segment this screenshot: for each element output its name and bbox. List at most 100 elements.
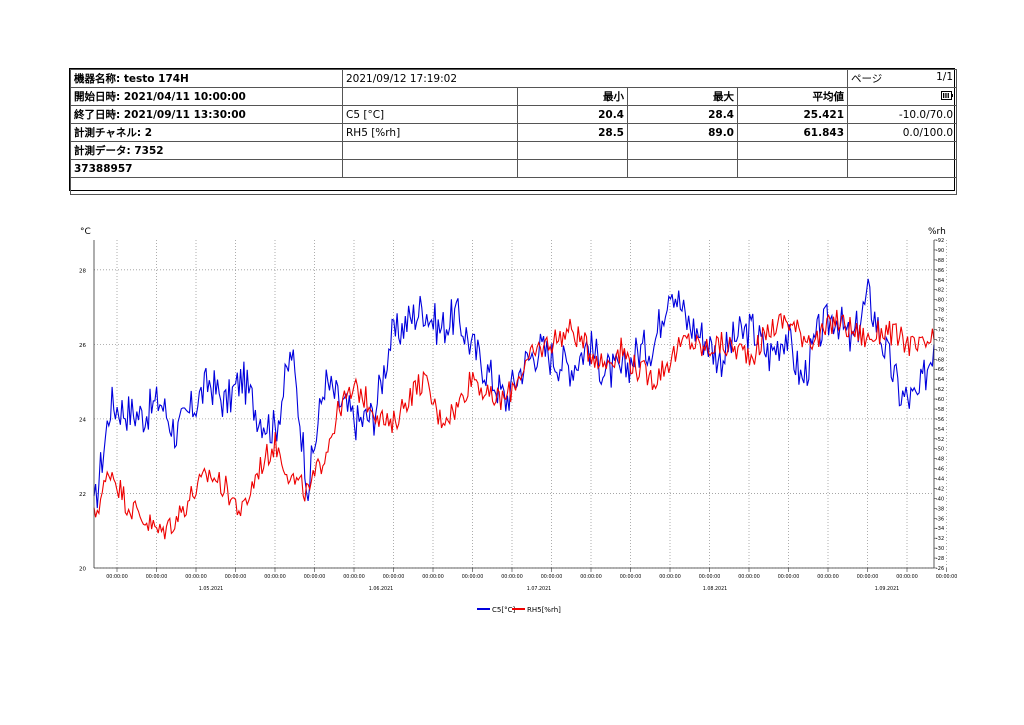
y-right-tick-label: -74 bbox=[936, 327, 944, 333]
x-tick-label: 00:00:00 bbox=[620, 574, 642, 580]
y-right-tick-label: -60 bbox=[936, 397, 944, 403]
y-right-tick-label: -32 bbox=[936, 536, 944, 542]
y-axis-right-label: %rh bbox=[928, 227, 946, 237]
x-tick-label: 00:00:00 bbox=[264, 574, 286, 580]
record-count: 計測データ: 7352 bbox=[70, 141, 343, 160]
y-right-tick-label: -30 bbox=[936, 546, 944, 552]
y-right-tick-label: -80 bbox=[936, 298, 944, 304]
channel-count: 計測チャネル: 2 bbox=[70, 123, 343, 142]
ch1-avg: 25.421 bbox=[736, 105, 849, 124]
y-right-tick-label: -86 bbox=[936, 268, 944, 274]
y-right-tick-label: -52 bbox=[936, 437, 944, 443]
y-right-tick-label: -76 bbox=[936, 318, 944, 324]
y-left-tick-label: 20 bbox=[79, 567, 86, 573]
x-tick-label: 00:00:00 bbox=[422, 574, 444, 580]
x-tick-label: 00:00:00 bbox=[580, 574, 602, 580]
x-tick-label: 00:00:00 bbox=[185, 574, 207, 580]
y-right-tick-label: -26 bbox=[936, 566, 944, 572]
dual-axis-line-chart: °C %rh 20 22 24 26 28 -26 -28 -30 -32 -34 -36 -38 -4… bbox=[79, 227, 957, 614]
x-tick-label: 00:00:00 bbox=[541, 574, 563, 580]
y-right-tick-label: -38 bbox=[936, 506, 944, 512]
y-right-tick-label: -48 bbox=[936, 457, 944, 463]
y-right-tick-label: -84 bbox=[936, 278, 944, 284]
x-tick-label: 00:00:00 bbox=[462, 574, 484, 580]
chart-grid bbox=[94, 240, 947, 569]
start-time: 開始日時: 2021/04/11 10:00:00 bbox=[70, 87, 343, 106]
serial-number: 37388957 bbox=[70, 159, 343, 178]
x-tick-label: 00:00:00 bbox=[817, 574, 839, 580]
x-tick-label: 00:00:00 bbox=[738, 574, 760, 580]
y-right-tick-label: -42 bbox=[936, 486, 944, 492]
y-right-tick-label: -34 bbox=[936, 526, 944, 532]
print-timestamp: 2021/09/12 17:19:02 bbox=[341, 69, 849, 88]
avg-header: 平均値 bbox=[736, 87, 849, 106]
ch1-range: -10.0/70.0 bbox=[847, 105, 958, 124]
x-tick-label: 00:00:00 bbox=[343, 574, 365, 580]
channel-name-header bbox=[342, 87, 518, 106]
report-header-table: 機器名称: testo 174H 2021/09/12 17:19:02 ページ… bbox=[69, 68, 958, 195]
min-header: 最小 bbox=[517, 87, 628, 106]
y-right-tick-label: -40 bbox=[936, 496, 944, 502]
page-indicator: ページ 1/1 bbox=[847, 69, 958, 88]
x-tick-label: 00:00:00 bbox=[225, 574, 247, 580]
y-right-tick-label: -68 bbox=[936, 357, 944, 363]
ch2-max: 89.0 bbox=[627, 123, 738, 142]
y-right-tick-label: -28 bbox=[936, 556, 944, 562]
y-left-tick-label: 26 bbox=[79, 343, 86, 349]
y-right-tick-label: -72 bbox=[936, 337, 944, 343]
ch1-name: C5 [°C] bbox=[342, 105, 518, 124]
y-right-tick-label: -54 bbox=[936, 427, 944, 433]
end-time: 終了日時: 2021/09/11 13:30:00 bbox=[70, 105, 343, 124]
y-right-tick-label: -64 bbox=[936, 377, 944, 383]
x-tick-label: 00:00:00 bbox=[146, 574, 168, 580]
x-date-label: 1.05.2021 bbox=[199, 586, 223, 592]
y-left-tick-label: 28 bbox=[79, 268, 86, 274]
y-left-tick-label: 22 bbox=[79, 492, 86, 498]
x-tick-label: 00:00:00 bbox=[659, 574, 681, 580]
ch2-range: 0.0/100.0 bbox=[847, 123, 958, 142]
y-right-tick-label: -46 bbox=[936, 467, 944, 473]
chart-legend: C5[°C] RH5[%rh] bbox=[477, 606, 561, 614]
y-right-tick-label: -50 bbox=[936, 447, 944, 453]
y-right-tick-label: -78 bbox=[936, 308, 944, 314]
y-right-tick-label: -82 bbox=[936, 288, 944, 294]
chart-axes: 20 22 24 26 28 -26 -28 -30 -32 -34 -36 -38 -40 -42 -44… bbox=[79, 238, 957, 592]
y-right-tick-label: -92 bbox=[936, 238, 944, 244]
x-tick-label: 00:00:00 bbox=[106, 574, 128, 580]
y-right-tick-label: -70 bbox=[936, 347, 944, 353]
ch2-min: 28.5 bbox=[517, 123, 628, 142]
x-tick-label: 00:00:00 bbox=[936, 574, 958, 580]
x-date-label: 1.07.2021 bbox=[527, 586, 551, 592]
x-tick-label: 00:00:00 bbox=[383, 574, 405, 580]
ch1-max: 28.4 bbox=[627, 105, 738, 124]
x-tick-label: 00:00:00 bbox=[501, 574, 523, 580]
ch1-min: 20.4 bbox=[517, 105, 628, 124]
battery-icon bbox=[847, 87, 958, 106]
y-right-tick-label: -66 bbox=[936, 367, 944, 373]
x-tick-label: 00:00:00 bbox=[699, 574, 721, 580]
max-header: 最大 bbox=[627, 87, 738, 106]
y-right-tick-label: -88 bbox=[936, 258, 944, 264]
chart-series bbox=[93, 278, 935, 540]
y-right-tick-label: -58 bbox=[936, 407, 944, 413]
y-left-tick-label: 24 bbox=[79, 417, 86, 423]
x-date-label: 1.09.2021 bbox=[875, 586, 899, 592]
y-right-tick-label: -36 bbox=[936, 516, 944, 522]
ch2-avg: 61.843 bbox=[736, 123, 849, 142]
y-axis-left-label: °C bbox=[80, 227, 91, 237]
series-line-rh5 bbox=[93, 309, 935, 540]
ch2-name: RH5 [%rh] bbox=[342, 123, 518, 142]
page-number: 1/1 bbox=[936, 71, 954, 83]
y-right-tick-label: -90 bbox=[936, 248, 944, 254]
x-date-label: 1.08.2021 bbox=[703, 586, 727, 592]
device-name: 機器名称: testo 174H bbox=[70, 69, 343, 88]
x-tick-label: 00:00:00 bbox=[896, 574, 918, 580]
legend-label-c5: C5[°C] bbox=[492, 606, 515, 614]
x-tick-label: 00:00:00 bbox=[304, 574, 326, 580]
legend-label-rh5: RH5[%rh] bbox=[527, 606, 561, 614]
series-line-c5 bbox=[93, 278, 935, 509]
x-tick-label: 00:00:00 bbox=[857, 574, 879, 580]
y-right-tick-label: -44 bbox=[936, 477, 944, 483]
page-label: ページ bbox=[851, 73, 883, 85]
x-date-label: 1.06.2021 bbox=[369, 586, 393, 592]
